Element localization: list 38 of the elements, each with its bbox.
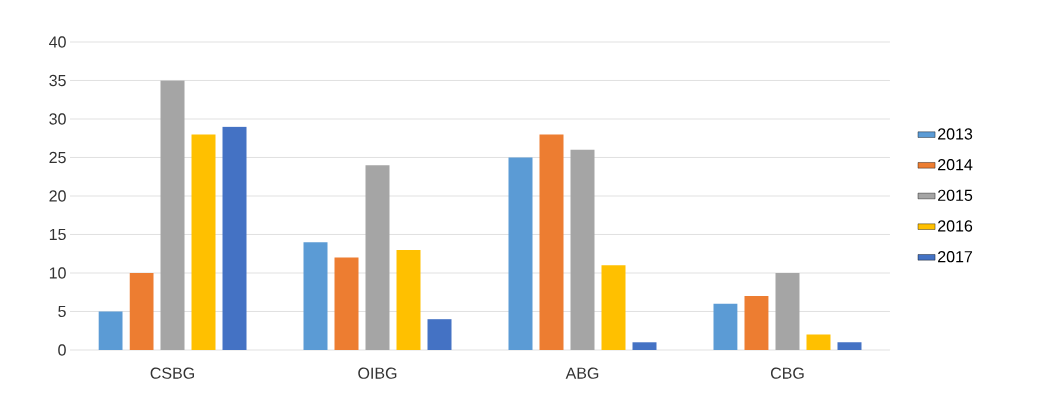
bar bbox=[98, 311, 123, 350]
bar bbox=[191, 134, 216, 350]
x-tick-label: CBG bbox=[770, 367, 804, 379]
bar bbox=[508, 157, 533, 350]
y-tick-label: 5 bbox=[58, 305, 66, 318]
bar bbox=[775, 272, 800, 350]
y-tick-label: 35 bbox=[49, 74, 66, 87]
x-tick-label: ABG bbox=[565, 367, 599, 379]
y-tick-label: 30 bbox=[49, 113, 66, 125]
bar bbox=[837, 342, 862, 350]
bar bbox=[334, 257, 359, 350]
bar bbox=[427, 319, 452, 350]
legend-label: 2017 bbox=[938, 251, 973, 263]
bar bbox=[744, 296, 769, 350]
y-tick-label: 0 bbox=[58, 344, 66, 356]
bar bbox=[539, 134, 564, 350]
bar bbox=[713, 303, 738, 350]
bar bbox=[160, 80, 185, 350]
y-tick-label: 10 bbox=[49, 267, 66, 279]
bar bbox=[632, 342, 657, 350]
legend-label: 2015 bbox=[938, 189, 973, 201]
y-tick-label: 25 bbox=[49, 151, 66, 164]
x-tick-label: CSBG bbox=[150, 367, 194, 379]
legend-label: 2016 bbox=[938, 220, 973, 232]
bar bbox=[396, 249, 421, 350]
y-tick-label: 40 bbox=[49, 36, 66, 48]
bar bbox=[601, 265, 626, 350]
y-tick-label: 15 bbox=[49, 228, 66, 241]
legend-label: 2013 bbox=[938, 128, 973, 140]
bar bbox=[129, 272, 154, 350]
legend-label: 2014 bbox=[938, 158, 973, 171]
bar bbox=[806, 334, 831, 350]
y-tick-label: 20 bbox=[49, 190, 66, 202]
bar bbox=[365, 165, 390, 350]
bar bbox=[303, 242, 328, 350]
bar bbox=[570, 149, 595, 350]
x-tick-label: OIBG bbox=[358, 367, 397, 379]
bar bbox=[222, 126, 247, 350]
